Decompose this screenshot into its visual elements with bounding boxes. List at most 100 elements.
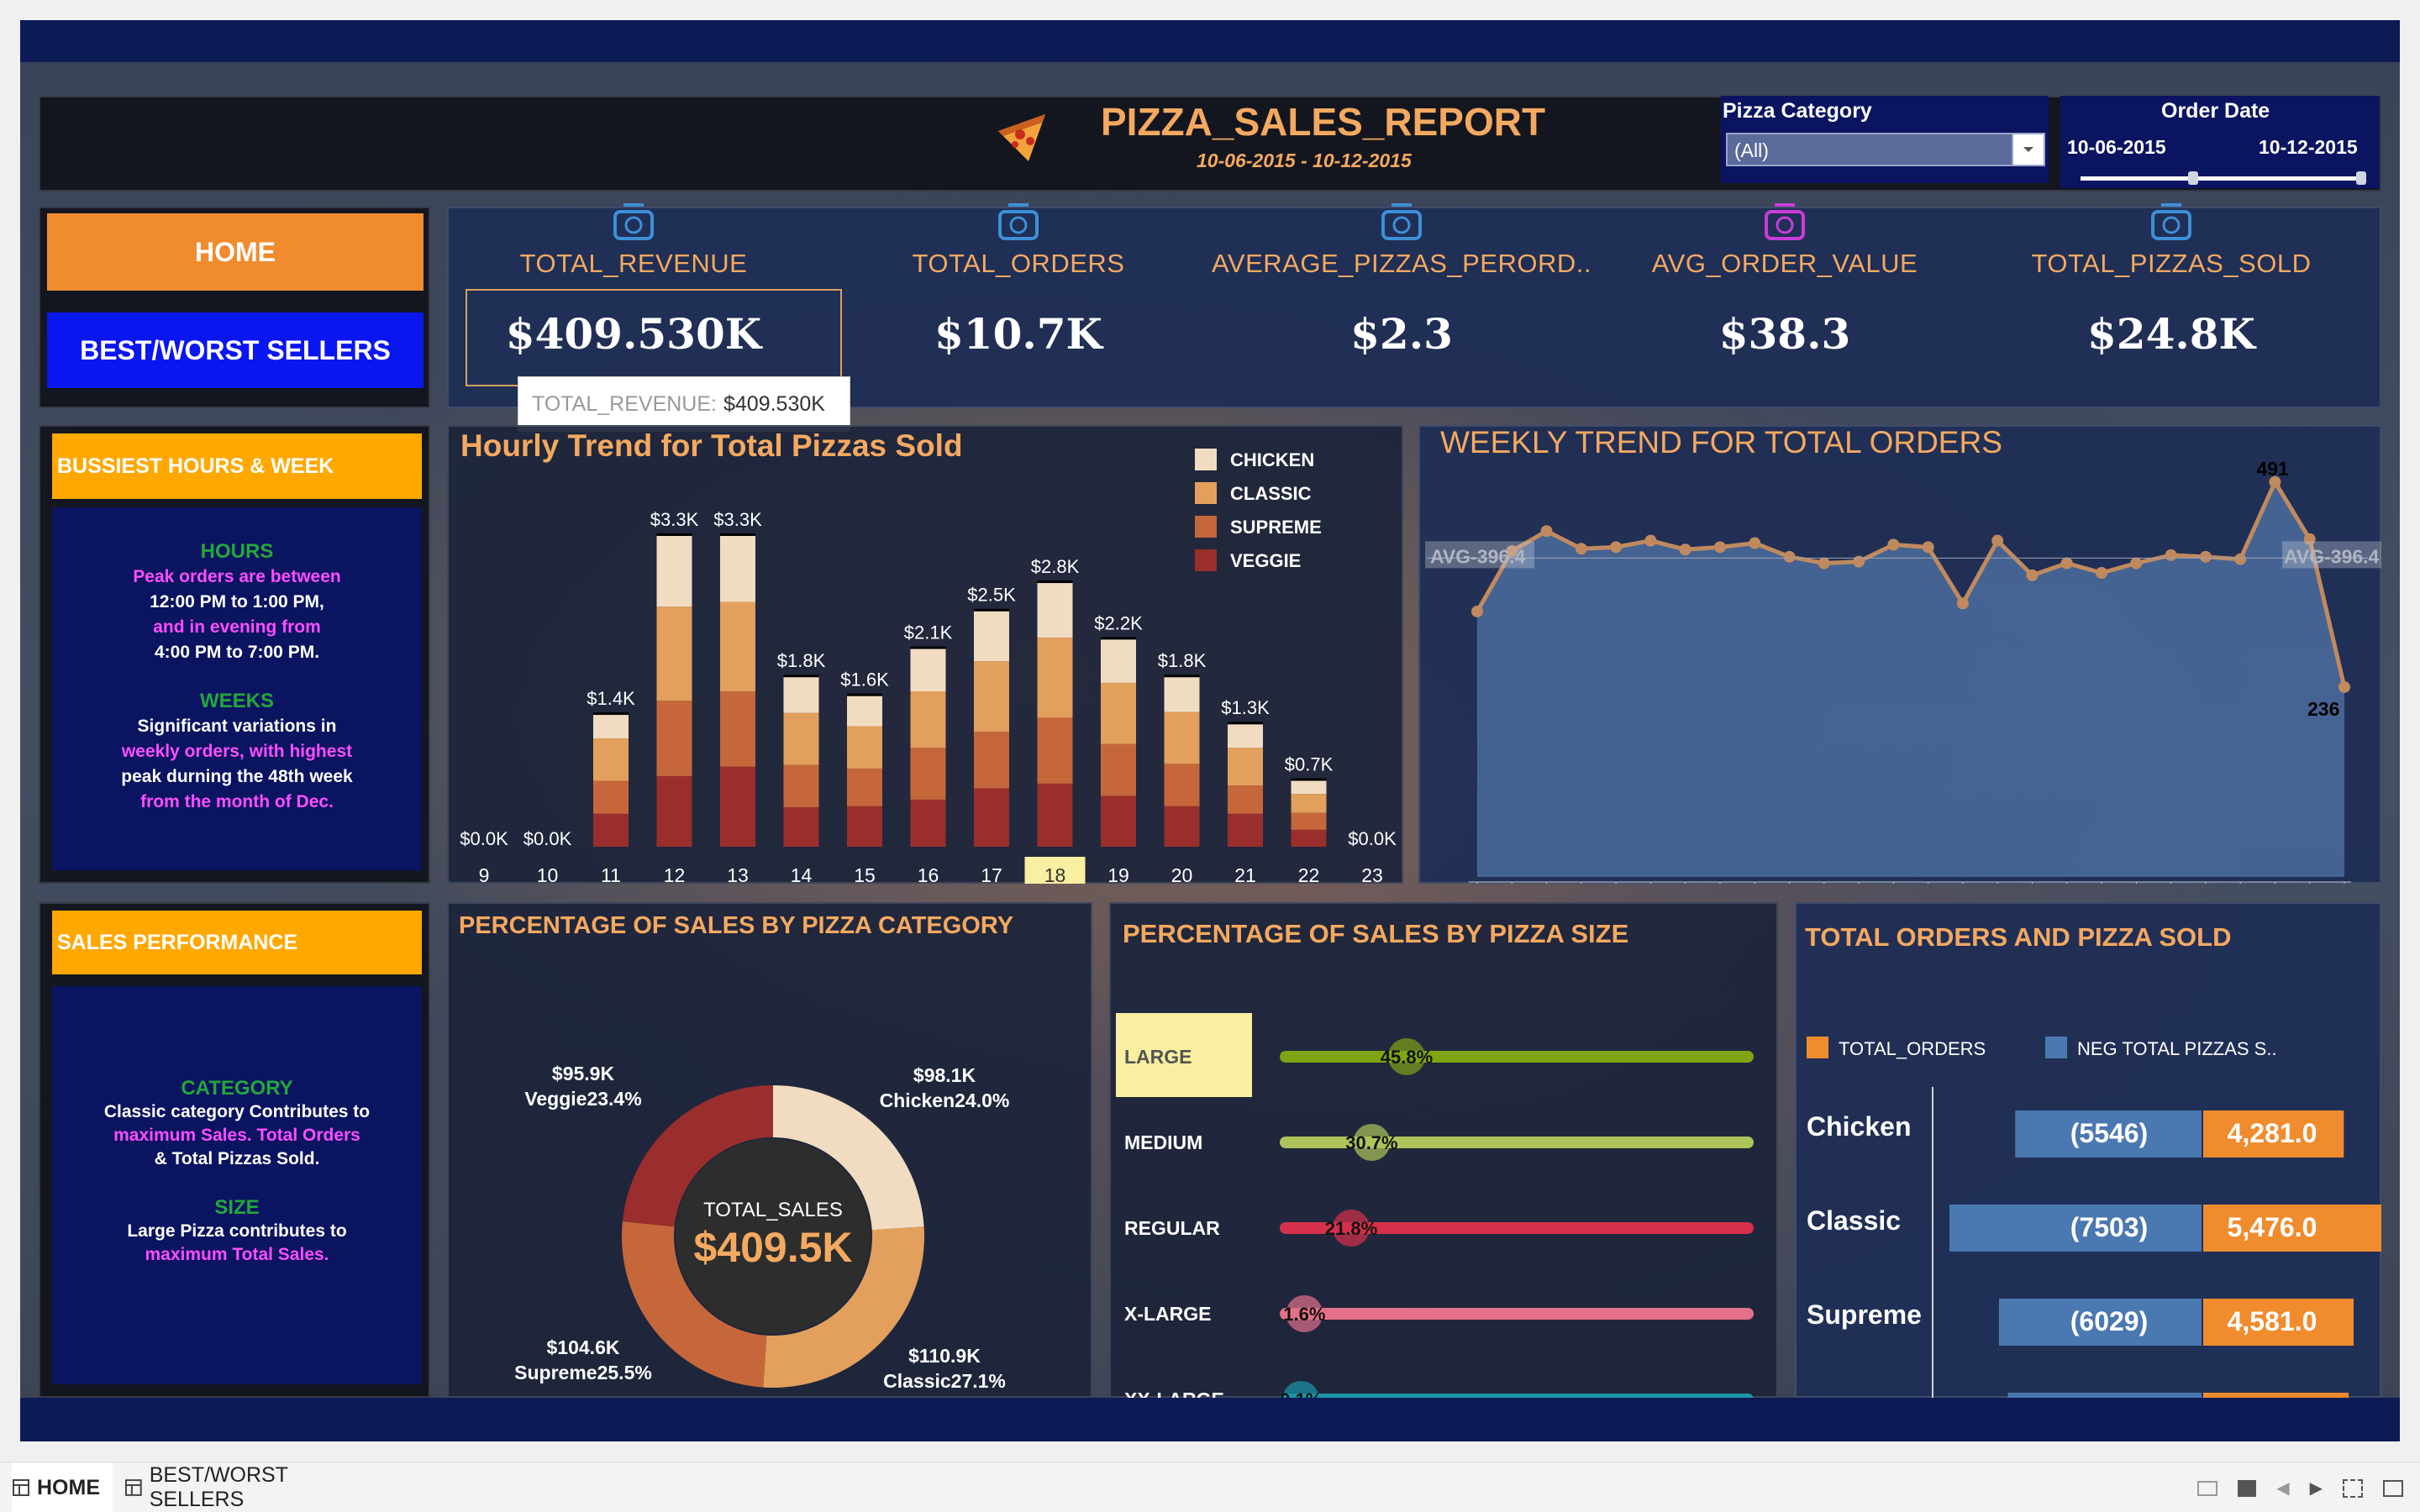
best-worst-sellers-button[interactable]: BEST/WORST SELLERS bbox=[47, 312, 424, 388]
kpi-label: TOTAL_ORDERS bbox=[825, 249, 1212, 279]
bar-total-label: $2.8K bbox=[1031, 556, 1080, 577]
size-label: LARGE bbox=[1124, 1046, 1192, 1068]
x-tick-label: 18 bbox=[1044, 864, 1066, 884]
size-line-2: maximum Total Sales. bbox=[52, 1243, 422, 1267]
data-point bbox=[1957, 597, 1969, 609]
bar-segment bbox=[1165, 806, 1200, 847]
slice-amount-label: $95.9K bbox=[552, 1063, 615, 1084]
sales-performance-notes-text: CATEGORY Classic category Contributes to… bbox=[52, 1077, 422, 1267]
data-point bbox=[2130, 558, 2142, 570]
category-label: Supreme bbox=[1807, 1299, 1922, 1330]
presentation-icon[interactable] bbox=[2383, 1480, 2403, 1497]
fullscreen-icon[interactable] bbox=[2343, 1479, 2363, 1498]
size-value-label: 45.8% bbox=[1381, 1047, 1433, 1068]
order-date-slider-handle-left[interactable] bbox=[2188, 171, 2198, 185]
home-button[interactable]: HOME bbox=[47, 213, 424, 291]
page-title: PIZZA_SALES_REPORT bbox=[1101, 99, 1545, 144]
data-point bbox=[1853, 556, 1865, 568]
x-tick-label: 10 bbox=[537, 864, 559, 884]
tab-home-label: HOME bbox=[37, 1476, 100, 1500]
order-date-slider-handle-right[interactable] bbox=[2356, 171, 2366, 185]
tooltip-value: $409.530K bbox=[723, 392, 825, 417]
bar-segment bbox=[1292, 794, 1327, 812]
legend-label: CHICKEN bbox=[1230, 449, 1314, 470]
neg-pizzas-label: (7503) bbox=[2070, 1212, 2149, 1242]
bar-segment bbox=[1101, 795, 1136, 847]
slice-percent-label: Veggie23.4% bbox=[524, 1088, 641, 1110]
bar-segment bbox=[911, 748, 946, 800]
revenue-highlight-box[interactable] bbox=[466, 289, 842, 386]
neg-pizzas-label: (5546) bbox=[2070, 1118, 2149, 1148]
bar-segment bbox=[974, 661, 1009, 732]
size-label: X-LARGE bbox=[1124, 1303, 1212, 1325]
size-value-label: 0.1% bbox=[1280, 1389, 1322, 1398]
bar-segment bbox=[974, 732, 1009, 788]
filmstrip-icon[interactable] bbox=[2238, 1480, 2256, 1497]
bar-segment bbox=[1292, 781, 1327, 795]
bar-cap bbox=[1101, 637, 1136, 639]
bar-cap bbox=[974, 609, 1009, 612]
neg-pizzas-label: (6029) bbox=[2070, 1306, 2149, 1336]
category-filter-select[interactable]: (All) bbox=[1726, 133, 2045, 166]
bar-total-label: $0.0K bbox=[460, 828, 508, 849]
next-sheet-icon[interactable]: ▶ bbox=[2310, 1478, 2323, 1499]
dashboard-background: PIZZA_SALES_REPORT 10-06-2015 - 10-12-20… bbox=[20, 62, 2400, 1398]
size-value-label: 30.7% bbox=[1345, 1132, 1397, 1153]
x-tick-label: 22 bbox=[1298, 864, 1320, 884]
bar-segment bbox=[847, 726, 882, 768]
data-point bbox=[2096, 567, 2107, 579]
bar-segment bbox=[720, 691, 755, 767]
data-point bbox=[1714, 541, 1726, 553]
bar-total-label: $0.0K bbox=[1348, 828, 1397, 849]
kpi-label: AVG_ORDER_VALUE bbox=[1591, 249, 1978, 279]
grid-icon bbox=[12, 1478, 30, 1497]
tab-best-worst-sellers[interactable]: BEST/WORST SELLERS bbox=[124, 1462, 385, 1512]
show-sheets-icon[interactable] bbox=[2197, 1481, 2217, 1496]
x-tick-label: 13 bbox=[727, 864, 749, 884]
dashboard-canvas: PIZZA_SALES_REPORT 10-06-2015 - 10-12-20… bbox=[20, 20, 2400, 1441]
max-label: 491 bbox=[2256, 458, 2289, 480]
bar-cap bbox=[1228, 722, 1263, 724]
x-tick-label: 20 bbox=[1171, 864, 1193, 884]
orders-label: 4,281.0 bbox=[2228, 1118, 2317, 1148]
x-tick-label: 11 bbox=[601, 864, 621, 884]
category-line-2: maximum Sales. Total Orders bbox=[52, 1124, 422, 1147]
tab-best-worst-label: BEST/WORST SELLERS bbox=[150, 1463, 385, 1512]
bar-segment bbox=[720, 767, 755, 847]
prev-sheet-icon[interactable]: ◀ bbox=[2276, 1478, 2289, 1499]
bar-segment bbox=[1101, 683, 1136, 744]
size-value-label: 1.6% bbox=[1283, 1304, 1325, 1325]
orders-bar bbox=[2203, 1393, 2349, 1398]
size-chart: LARGE 45.8%MEDIUM 30.7%REGULAR 21.8%X-LARGE… bbox=[1109, 902, 1778, 1398]
legend-swatch bbox=[2045, 1037, 2067, 1058]
bar-segment bbox=[1292, 813, 1327, 830]
hours-line-4: 4:00 PM to 7:00 PM. bbox=[52, 640, 422, 665]
bar-segment bbox=[1101, 639, 1136, 683]
bar-segment bbox=[593, 781, 629, 814]
order-date-slider-track[interactable] bbox=[2081, 176, 2365, 181]
data-point bbox=[2338, 681, 2350, 693]
chevron-down-icon[interactable] bbox=[2012, 134, 2044, 165]
data-point bbox=[1644, 535, 1656, 547]
bar-segment bbox=[1228, 724, 1263, 748]
slice-percent-label: Chicken24.0% bbox=[880, 1089, 1010, 1111]
orders-label: 4,581.0 bbox=[2228, 1306, 2317, 1336]
weeks-line-4: from the month of Dec. bbox=[52, 790, 422, 815]
bar-segment bbox=[974, 612, 1009, 661]
bar-cap bbox=[1038, 580, 1073, 583]
data-point bbox=[1576, 543, 1587, 554]
legend-label: VEGGIE bbox=[1230, 550, 1301, 571]
weeks-line-1: Significant variations in bbox=[52, 714, 422, 739]
money-icon bbox=[607, 197, 660, 247]
hand-coin-icon bbox=[1758, 197, 1812, 247]
bar-segment bbox=[1038, 717, 1073, 783]
min-label: 236 bbox=[2307, 698, 2339, 720]
tab-home[interactable]: HOME bbox=[12, 1462, 113, 1512]
slice-percent-label: Supreme25.5% bbox=[514, 1362, 652, 1383]
bar-segment bbox=[657, 606, 692, 701]
data-point bbox=[1818, 558, 1830, 570]
x-tick-label: 9 bbox=[479, 864, 490, 884]
bar-cap bbox=[720, 533, 755, 536]
bar-total-label: $1.3K bbox=[1221, 697, 1270, 718]
kpi-label: TOTAL_REVENUE bbox=[440, 249, 827, 279]
